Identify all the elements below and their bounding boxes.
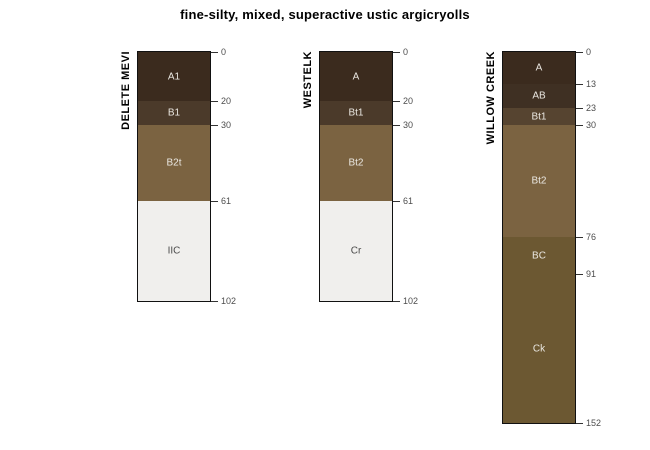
horizon-rect [320,125,392,201]
depth-tick-label: 13 [586,79,597,89]
horizon-rect [138,201,210,301]
profile-name-label: WESTELK [302,51,314,109]
depth-tick [576,52,583,53]
depth-tick-label: 61 [403,196,414,206]
depth-tick [211,125,218,126]
horizon-rect [320,101,392,125]
depth-tick [211,301,218,302]
horizon-rect [138,101,210,125]
depth-tick-label: 61 [221,196,232,206]
depth-tick-label: 30 [586,120,597,130]
depth-tick [393,125,400,126]
horizon-rect [503,237,575,274]
depth-tick [576,108,583,109]
depth-tick [576,237,583,238]
chart-title: fine-silty, mixed, superactive ustic arg… [180,7,470,22]
depth-tick [393,201,400,202]
depth-tick-label: 20 [403,96,414,106]
horizon-rect [138,52,210,101]
depth-tick-label: 0 [221,47,227,57]
horizon-rect [503,52,575,84]
depth-tick-label: 23 [586,103,597,113]
depth-tick [576,125,583,126]
depth-tick [576,423,583,424]
depth-tick-label: 102 [221,296,237,306]
depth-tick-label: 0 [403,47,409,57]
horizon-rect [503,84,575,108]
horizon-rect [320,201,392,301]
depth-tick-label: 91 [586,269,597,279]
horizon-rect [138,125,210,201]
depth-tick [211,201,218,202]
depth-tick-label: 102 [403,296,419,306]
profile-column: A1 B1 B2t IIC [137,51,211,302]
profile-name-label: DELETE MEVI [120,51,132,130]
depth-tick [393,101,400,102]
horizon-rect [320,52,392,101]
depth-tick [576,84,583,85]
depth-tick [393,301,400,302]
depth-tick-label: 152 [586,418,602,428]
depth-tick [393,52,400,53]
depth-tick-label: 0 [586,47,592,57]
horizon-rect [503,274,575,423]
horizon-rect [503,108,575,125]
depth-tick [576,274,583,275]
depth-tick-label: 76 [586,232,597,242]
depth-tick [211,101,218,102]
profile-column: A AB Bt1 Bt2 BC Ck [502,51,576,424]
profile-column: A Bt1 Bt2 Cr [319,51,393,302]
depth-tick-label: 30 [403,120,414,130]
horizon-rect [503,125,575,237]
depth-tick-label: 30 [221,120,232,130]
depth-tick-label: 20 [221,96,232,106]
profile-name-label: WILLOW CREEK [485,51,497,145]
depth-tick [211,52,218,53]
